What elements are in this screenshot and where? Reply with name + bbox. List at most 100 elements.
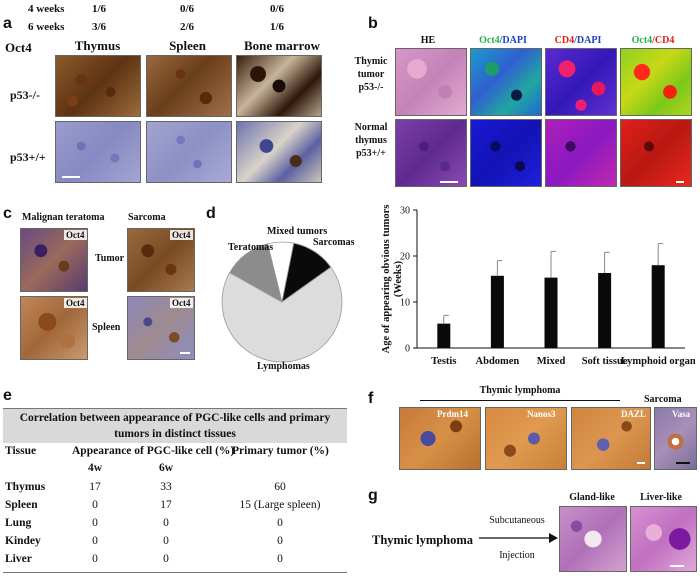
stain-label-prdm14: Prdm14 bbox=[437, 409, 468, 419]
table-title-line1: Correlation between appearance of PGC-li… bbox=[19, 412, 331, 424]
bar bbox=[544, 277, 558, 348]
table-cell: 15 (Large spleen) bbox=[239, 499, 321, 511]
row-label-spleen: Spleen bbox=[92, 322, 121, 333]
table-cell-tissue: Kindey bbox=[5, 535, 41, 547]
genotype-label-p53-null: p53-/- bbox=[10, 88, 40, 102]
panel-label-a: a bbox=[3, 15, 12, 32]
pie-chart bbox=[221, 241, 343, 363]
stain-label: Oct4 bbox=[170, 230, 193, 240]
row-label-6weeks: 6 weeks bbox=[28, 21, 65, 33]
panel-label-g: g bbox=[368, 487, 378, 504]
stain-label-oct4: Oct4 bbox=[5, 40, 32, 55]
arrow-icon bbox=[479, 533, 558, 543]
table-cell: 17 bbox=[160, 499, 172, 511]
scale-bar bbox=[670, 565, 684, 567]
stain-label: Oct4 bbox=[170, 298, 193, 308]
he-image-liver-like bbox=[630, 506, 697, 572]
x-tick-label: Soft tissue bbox=[582, 356, 628, 367]
table-row: Lung 0 0 0 bbox=[3, 516, 347, 534]
column-label-he: HE bbox=[420, 35, 436, 46]
y-tick-label: 10 bbox=[400, 298, 410, 309]
ihc-image-thymus-p53-null bbox=[55, 55, 141, 117]
stain-label-dazl: DAZL bbox=[621, 409, 647, 419]
ihc-image-thymus-p53-wt bbox=[55, 121, 141, 183]
stain-label: Oct4 bbox=[64, 298, 87, 308]
frequency-value: 1/6 bbox=[92, 3, 107, 15]
scale-bar bbox=[676, 181, 684, 183]
ihc-image-bone-marrow-p53-wt bbox=[236, 121, 322, 183]
table-cell: 0 bbox=[92, 499, 98, 511]
table-cell: 0 bbox=[277, 553, 283, 565]
image-label-gland-like: Gland-like bbox=[569, 492, 615, 503]
stain-label: Oct4 bbox=[64, 230, 87, 240]
table-cell-tissue: Thymus bbox=[5, 481, 46, 493]
he-image-gland-like bbox=[559, 506, 627, 572]
table-cell: 0 bbox=[163, 553, 169, 565]
row-label-4weeks: 4 weeks bbox=[28, 3, 65, 15]
y-tick-label: 30 bbox=[400, 206, 410, 217]
column-label-oct4-dapi: Oct4/DAPI bbox=[479, 35, 527, 46]
table-subheader-4w: 4w bbox=[87, 462, 103, 474]
panel-label-b: b bbox=[368, 15, 378, 32]
table-cell: 0 bbox=[163, 535, 169, 547]
table-header-tissue: Tissue bbox=[5, 445, 37, 457]
scale-bar bbox=[676, 462, 690, 464]
scale-bar bbox=[62, 176, 80, 178]
image-label-liver-like: Liver-like bbox=[640, 492, 682, 503]
if-image-oct4-dapi-normal bbox=[470, 119, 542, 187]
ihc-image-spleen-p53-wt bbox=[146, 121, 232, 183]
panel-label-c: c bbox=[3, 205, 12, 222]
if-image-cd4-dapi-tumor bbox=[545, 48, 617, 116]
ihc-image-prdm14 bbox=[399, 407, 481, 470]
table-row: Kindey 0 0 0 bbox=[3, 534, 347, 552]
column-label-malignant-teratoma: Malignan teratoma bbox=[22, 212, 105, 223]
row-label-normal-thymus: Normal thymus p53+/+ bbox=[354, 122, 388, 159]
table-title-band: Correlation between appearance of PGC-li… bbox=[3, 408, 347, 443]
table-header-primary-tumor: Primary tumor (%) bbox=[232, 445, 329, 457]
pie-label-lymphomas: Lymphomas bbox=[257, 361, 310, 372]
y-axis-label: Age of appearing obvious tumors(Weeks) bbox=[381, 205, 404, 354]
if-image-cd4-dapi-normal bbox=[545, 119, 617, 187]
table-cell: 0 bbox=[277, 517, 283, 529]
column-label-oct4-cd4: Oct4/CD4 bbox=[631, 35, 675, 46]
column-label-thymus: Thymus bbox=[74, 38, 121, 53]
table-bottom-rule bbox=[3, 572, 347, 573]
panel-label-f: f bbox=[368, 390, 374, 407]
frequency-value: 1/6 bbox=[270, 21, 285, 33]
row-label-thymic-tumor: Thymic tumor p53-/- bbox=[354, 56, 388, 93]
table-row: Spleen 0 17 15 (Large spleen) bbox=[3, 498, 347, 516]
table-cell: 60 bbox=[274, 481, 286, 493]
table-body: Thymus 17 33 60 Spleen 0 17 15 (Large spleen) Lu… bbox=[3, 480, 347, 570]
column-label-cd4-dapi: CD4/DAPI bbox=[554, 35, 602, 46]
y-tick-label: 0 bbox=[405, 344, 410, 355]
pie-slice-teratomas bbox=[229, 243, 283, 303]
bar bbox=[437, 323, 451, 348]
table-cell: 0 bbox=[92, 553, 98, 565]
table-row: Liver 0 0 0 bbox=[3, 552, 347, 570]
x-tick-label: Lymphoid organ bbox=[621, 356, 695, 367]
table-cell-tissue: Liver bbox=[5, 553, 32, 565]
frequency-value: 0/6 bbox=[180, 3, 195, 15]
ihc-image-vasa bbox=[654, 407, 697, 470]
if-image-oct4-dapi-tumor bbox=[470, 48, 542, 116]
table-row: Thymus 17 33 60 bbox=[3, 480, 347, 498]
pie-label-teratomas: Teratomas bbox=[228, 242, 274, 253]
stain-label-nanos3: Nanos3 bbox=[527, 409, 556, 419]
pie-label-sarcomas: Sarcomas bbox=[313, 237, 355, 248]
panel-label-d: d bbox=[206, 205, 216, 222]
x-tick-label: Mixed bbox=[537, 356, 566, 367]
column-label-spleen: Spleen bbox=[169, 38, 206, 53]
arrow-label-injection: Injection bbox=[499, 550, 535, 561]
scale-bar bbox=[180, 352, 190, 354]
title-sarcoma: Sarcoma bbox=[644, 394, 682, 405]
pie-slice-lymphomas bbox=[221, 266, 343, 363]
ihc-image-nanos3 bbox=[485, 407, 567, 470]
ihc-image-dazl bbox=[571, 407, 651, 470]
ihc-image-bone-marrow-p53-null bbox=[236, 55, 322, 117]
table-cell: 33 bbox=[160, 481, 172, 493]
if-image-oct4-cd4-normal bbox=[620, 119, 692, 187]
table-cell-tissue: Lung bbox=[5, 517, 32, 529]
if-image-oct4-cd4-tumor bbox=[620, 48, 692, 116]
x-tick-label: Testis bbox=[431, 356, 456, 367]
frequency-value: 3/6 bbox=[92, 21, 107, 33]
